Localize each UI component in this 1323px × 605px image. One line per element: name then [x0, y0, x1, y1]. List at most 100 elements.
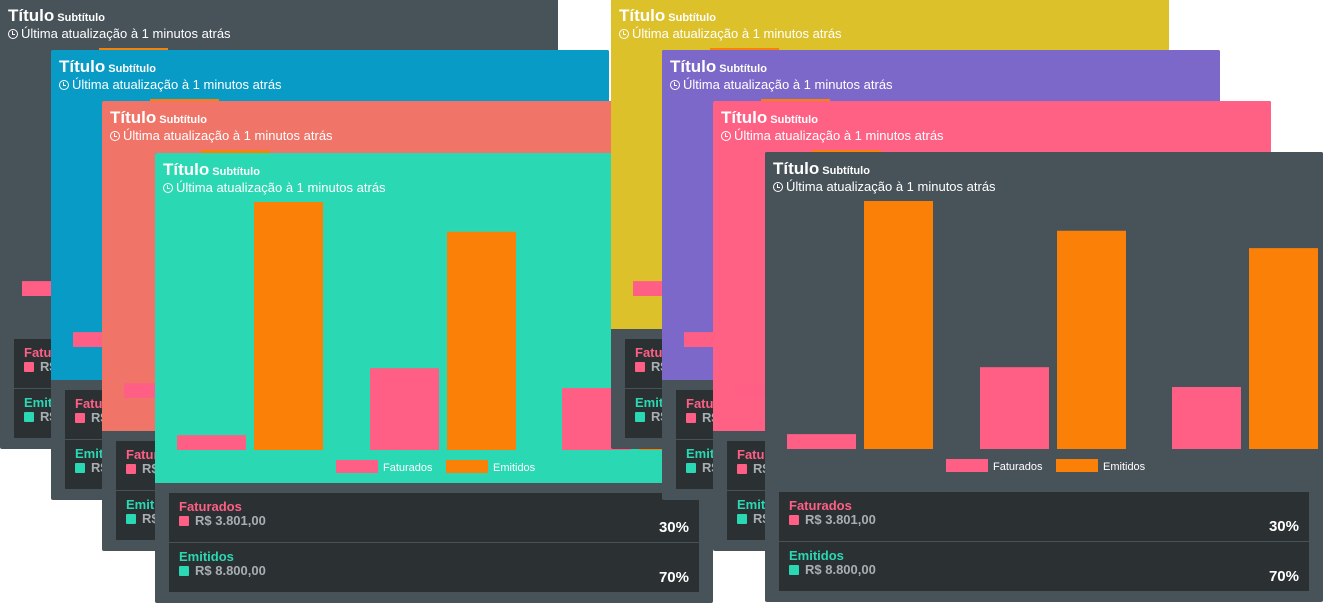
summary-value: R$ 8.800,00 — [179, 563, 266, 578]
clock-icon — [8, 28, 18, 39]
card-title: Título Subtítulo — [163, 160, 260, 180]
clock-icon — [163, 182, 173, 193]
subtitle-text: Subtítulo — [770, 114, 818, 126]
swatch-faturados-icon — [126, 463, 136, 474]
summary-label: Emitidos — [789, 548, 844, 563]
title-text: Título — [773, 159, 820, 178]
bar-faturados-2 — [980, 367, 1049, 449]
title-text: Título — [670, 57, 717, 76]
title-text: Título — [110, 108, 157, 127]
last-updated: Última atualização à 1 minutos atrás — [773, 179, 996, 194]
summary-value-text: R$ 3.801,00 — [195, 513, 266, 528]
swatch-faturados-icon — [635, 361, 645, 372]
swatch-faturados-icon — [24, 361, 34, 372]
swatch-emitidos-icon — [789, 564, 799, 575]
subtitle-text: Subtítulo — [57, 12, 105, 24]
bar-faturados-2 — [370, 368, 439, 450]
bar-faturados-1 — [177, 435, 246, 450]
swatch-faturados-icon — [179, 515, 189, 526]
last-updated-text: Última atualização à 1 minutos atrás — [786, 179, 996, 194]
subtitle-text: Subtítulo — [108, 63, 156, 75]
summary-row-faturados: Faturados R$ 3.801,00 30% — [779, 492, 1309, 541]
bar-emitidos-3 — [1249, 248, 1318, 449]
bar-emitidos-1 — [254, 202, 323, 450]
subtitle-text: Subtítulo — [719, 63, 767, 75]
summary-value: R$ 8.800,00 — [789, 562, 876, 577]
summary-percent: 30% — [1268, 518, 1299, 535]
title-text: Título — [8, 6, 55, 25]
summary-value-text: R$ 8.800,00 — [805, 562, 876, 577]
summary-row-emitidos: Emitidos R$ 8.800,00 70% — [779, 542, 1309, 591]
title-text: Título — [619, 6, 666, 25]
last-updated-text: Última atualização à 1 minutos atrás — [683, 77, 893, 92]
bar-faturados-1 — [787, 434, 856, 449]
summary-value: R$ 3.801,00 — [179, 513, 266, 528]
summary-row-faturados: Faturados R$ 3.801,00 30% — [169, 493, 699, 542]
last-updated-text: Última atualização à 1 minutos atrás — [176, 180, 386, 195]
last-updated-text: Última atualização à 1 minutos atrás — [734, 128, 944, 143]
title-text: Título — [59, 57, 106, 76]
swatch-faturados-icon — [737, 463, 747, 474]
legend-label-faturados: Faturados — [383, 462, 433, 474]
last-updated-text: Última atualização à 1 minutos atrás — [123, 128, 333, 143]
subtitle-text: Subtítulo — [668, 12, 716, 24]
bar-emitidos-2 — [1057, 230, 1126, 449]
legend-swatch-emitidos — [446, 460, 488, 473]
last-updated-text: Última atualização à 1 minutos atrás — [632, 26, 842, 41]
legend-label-faturados: Faturados — [993, 461, 1043, 473]
legend-label-emitidos: Emitidos — [493, 462, 536, 474]
subtitle-text: Subtítulo — [159, 114, 207, 126]
last-updated: Última atualização à 1 minutos atrás — [110, 128, 333, 143]
card-title: Título Subtítulo — [8, 6, 105, 26]
last-updated: Última atualização à 1 minutos atrás — [59, 77, 282, 92]
swatch-faturados-icon — [686, 412, 696, 423]
clock-icon — [721, 130, 731, 141]
last-updated-text: Última atualização à 1 minutos atrás — [72, 77, 282, 92]
legend-swatch-faturados — [946, 459, 988, 472]
subtitle-text: Subtítulo — [212, 166, 260, 178]
legend-label-emitidos: Emitidos — [1103, 461, 1146, 473]
card-title: Título Subtítulo — [670, 57, 767, 77]
swatch-faturados-icon — [789, 514, 799, 525]
clock-icon — [670, 79, 680, 90]
swatch-emitidos-icon — [24, 411, 34, 422]
card-title: Título Subtítulo — [619, 6, 716, 26]
title-text: Título — [721, 108, 768, 127]
card-title: Título Subtítulo — [59, 57, 156, 77]
last-updated-text: Última atualização à 1 minutos atrás — [21, 26, 231, 41]
swatch-emitidos-icon — [635, 411, 645, 422]
last-updated: Última atualização à 1 minutos atrás — [8, 26, 231, 41]
bar-chart: Faturados Emitidos — [787, 201, 1318, 473]
last-updated: Última atualização à 1 minutos atrás — [721, 128, 944, 143]
card-title: Título Subtítulo — [721, 108, 818, 128]
legend-swatch-faturados — [336, 460, 378, 473]
title-text: Título — [163, 160, 210, 179]
bar-faturados-3 — [1172, 387, 1241, 449]
summary-percent: 70% — [1268, 568, 1299, 585]
summary-value-text: R$ 8.800,00 — [195, 563, 266, 578]
swatch-emitidos-icon — [179, 565, 189, 576]
last-updated: Última atualização à 1 minutos atrás — [670, 77, 893, 92]
swatch-faturados-icon — [75, 412, 85, 423]
clock-icon — [773, 181, 783, 192]
summary-percent: 70% — [658, 569, 689, 586]
summary-percent: 30% — [658, 519, 689, 536]
clock-icon — [59, 79, 69, 90]
last-updated: Última atualização à 1 minutos atrás — [619, 26, 842, 41]
clock-icon — [619, 28, 629, 39]
card-title: Título Subtítulo — [110, 108, 207, 128]
dashboard-card-8: Faturados Emitidos Título Subtítulo Última… — [765, 152, 1323, 602]
summary-label: Faturados — [179, 499, 242, 514]
swatch-emitidos-icon — [737, 513, 747, 524]
legend-swatch-emitidos — [1056, 459, 1098, 472]
last-updated: Última atualização à 1 minutos atrás — [163, 180, 386, 195]
summary-value: R$ 3.801,00 — [789, 512, 876, 527]
card-title: Título Subtítulo — [773, 159, 870, 179]
swatch-emitidos-icon — [75, 462, 85, 473]
summary-row-emitidos: Emitidos R$ 8.800,00 70% — [169, 543, 699, 592]
bar-emitidos-2 — [447, 231, 516, 450]
swatch-emitidos-icon — [686, 462, 696, 473]
clock-icon — [110, 130, 120, 141]
swatch-emitidos-icon — [126, 513, 136, 524]
summary-value-text: R$ 3.801,00 — [805, 512, 876, 527]
